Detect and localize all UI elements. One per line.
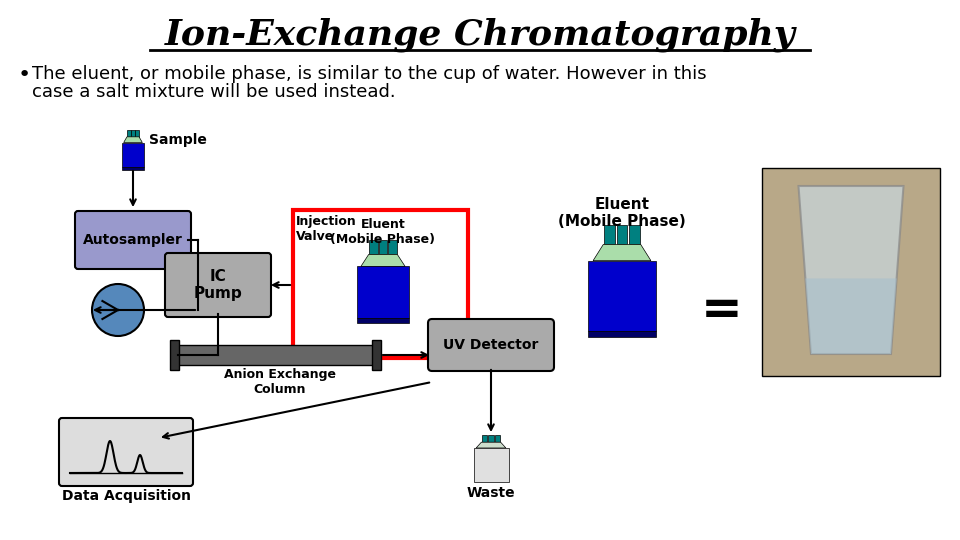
FancyBboxPatch shape — [588, 331, 656, 338]
FancyBboxPatch shape — [482, 435, 488, 442]
Text: Injection
Valve: Injection Valve — [296, 215, 357, 243]
FancyBboxPatch shape — [389, 240, 396, 254]
FancyBboxPatch shape — [132, 130, 134, 137]
FancyBboxPatch shape — [59, 418, 193, 486]
Polygon shape — [799, 186, 903, 354]
Bar — [372, 340, 381, 370]
Text: case a salt mixture will be used instead.: case a salt mixture will be used instead… — [32, 83, 396, 101]
Bar — [170, 340, 179, 370]
FancyBboxPatch shape — [122, 143, 144, 167]
FancyBboxPatch shape — [629, 225, 640, 245]
Polygon shape — [361, 254, 405, 266]
Text: Data Acquisition: Data Acquisition — [61, 489, 190, 503]
FancyBboxPatch shape — [616, 225, 628, 245]
FancyBboxPatch shape — [135, 130, 139, 137]
Polygon shape — [593, 245, 651, 261]
Text: Sample: Sample — [149, 133, 206, 147]
FancyBboxPatch shape — [604, 225, 615, 245]
Text: Eluent
(Mobile Phase): Eluent (Mobile Phase) — [558, 197, 685, 230]
Circle shape — [92, 284, 144, 336]
Text: Eluent
(Mobile Phase): Eluent (Mobile Phase) — [330, 218, 436, 246]
Polygon shape — [805, 279, 897, 354]
Text: =: = — [701, 286, 743, 334]
Text: Autosampler: Autosampler — [84, 233, 183, 247]
Text: Ion-Exchange Chromatography: Ion-Exchange Chromatography — [164, 18, 796, 52]
Text: •: • — [18, 65, 32, 85]
FancyBboxPatch shape — [473, 448, 509, 482]
FancyBboxPatch shape — [357, 319, 409, 323]
FancyBboxPatch shape — [75, 211, 191, 269]
FancyBboxPatch shape — [428, 319, 554, 371]
Text: The eluent, or mobile phase, is similar to the cup of water. However in this: The eluent, or mobile phase, is similar … — [32, 65, 707, 83]
Bar — [178, 345, 380, 365]
FancyBboxPatch shape — [357, 266, 409, 319]
FancyBboxPatch shape — [379, 240, 387, 254]
FancyBboxPatch shape — [370, 240, 377, 254]
Text: Anion Exchange
Column: Anion Exchange Column — [224, 368, 336, 396]
Polygon shape — [476, 442, 506, 448]
Text: Waste: Waste — [467, 486, 516, 500]
Text: UV Detector: UV Detector — [444, 338, 539, 352]
Text: IC
Pump: IC Pump — [194, 269, 242, 301]
Polygon shape — [124, 137, 142, 143]
FancyBboxPatch shape — [494, 435, 500, 442]
FancyBboxPatch shape — [489, 435, 493, 442]
FancyBboxPatch shape — [165, 253, 271, 317]
FancyBboxPatch shape — [588, 261, 656, 331]
FancyBboxPatch shape — [762, 168, 940, 376]
FancyBboxPatch shape — [122, 167, 144, 170]
FancyBboxPatch shape — [293, 210, 468, 358]
FancyBboxPatch shape — [127, 130, 131, 137]
